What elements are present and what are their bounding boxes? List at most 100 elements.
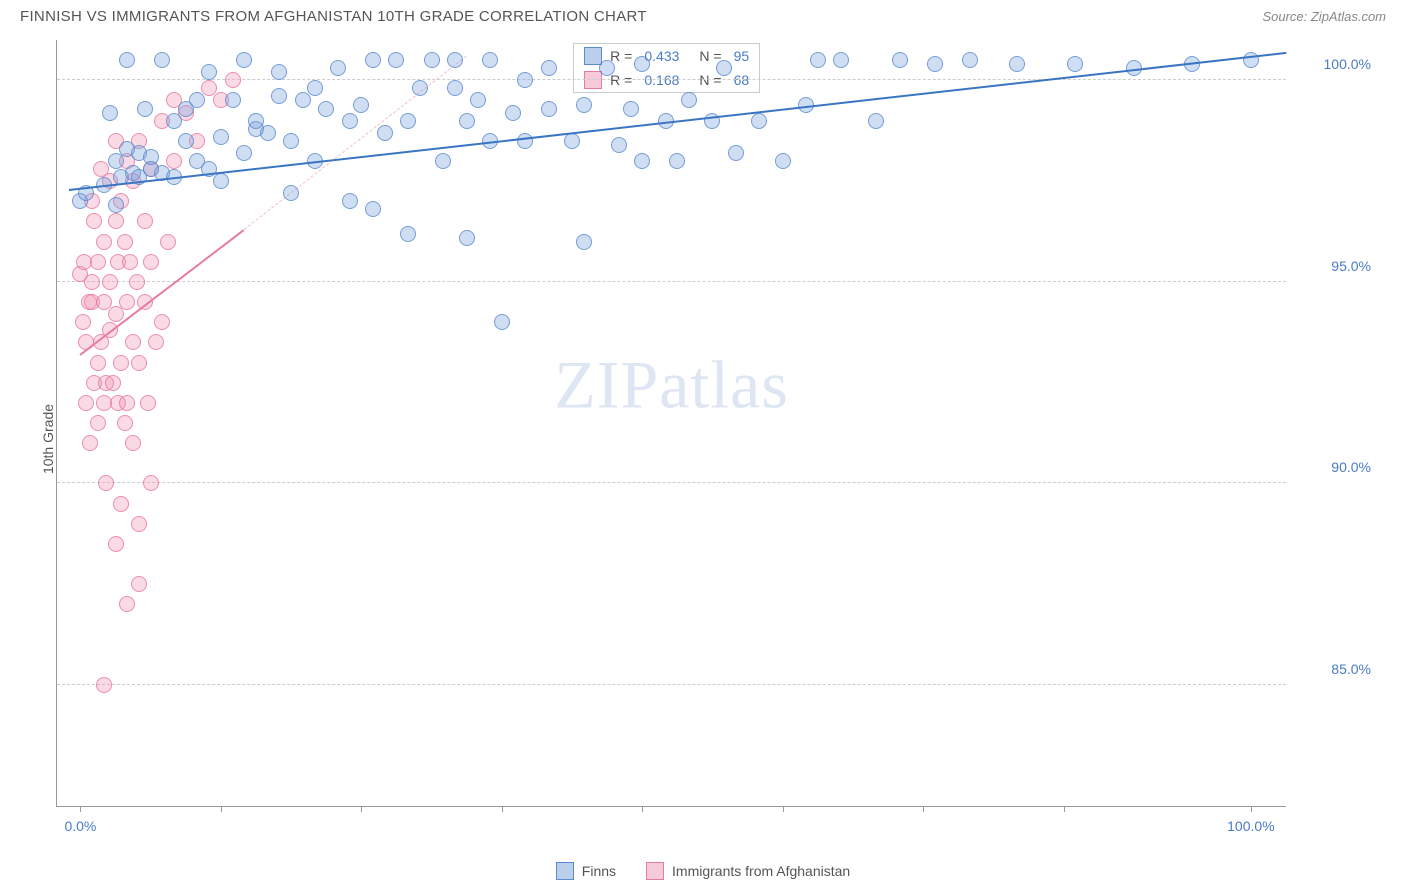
xtick bbox=[221, 806, 222, 812]
data-point bbox=[1067, 56, 1083, 72]
data-point bbox=[75, 314, 91, 330]
data-point bbox=[377, 125, 393, 141]
data-point bbox=[459, 230, 475, 246]
ytick-label: 100.0% bbox=[1324, 56, 1371, 72]
xtick bbox=[80, 806, 81, 812]
data-point bbox=[307, 80, 323, 96]
data-point bbox=[517, 72, 533, 88]
data-point bbox=[353, 97, 369, 113]
data-point bbox=[728, 145, 744, 161]
data-point bbox=[122, 254, 138, 270]
data-point bbox=[129, 274, 145, 290]
data-point bbox=[599, 60, 615, 76]
data-point bbox=[108, 306, 124, 322]
data-point bbox=[131, 576, 147, 592]
xtick bbox=[502, 806, 503, 812]
data-point bbox=[576, 97, 592, 113]
data-point bbox=[90, 415, 106, 431]
data-point bbox=[751, 113, 767, 129]
data-point bbox=[102, 274, 118, 290]
data-point bbox=[117, 415, 133, 431]
data-point bbox=[119, 596, 135, 612]
data-point bbox=[564, 133, 580, 149]
data-point bbox=[166, 153, 182, 169]
xtick-label: 0.0% bbox=[64, 818, 96, 834]
data-point bbox=[459, 113, 475, 129]
data-point bbox=[78, 395, 94, 411]
data-point bbox=[119, 52, 135, 68]
data-point bbox=[143, 475, 159, 491]
y-axis-label: 10th Grade bbox=[40, 403, 56, 473]
legend-label: Finns bbox=[582, 863, 616, 879]
data-point bbox=[470, 92, 486, 108]
data-point bbox=[113, 496, 129, 512]
data-point bbox=[541, 60, 557, 76]
data-point bbox=[213, 173, 229, 189]
chart-area: 10th Grade ZIPatlas R =0.433N =95R =0.16… bbox=[48, 40, 1386, 837]
data-point bbox=[154, 314, 170, 330]
data-point bbox=[108, 197, 124, 213]
data-point bbox=[681, 92, 697, 108]
data-point bbox=[125, 435, 141, 451]
data-point bbox=[117, 234, 133, 250]
data-point bbox=[82, 435, 98, 451]
xtick bbox=[361, 806, 362, 812]
ytick-label: 90.0% bbox=[1331, 459, 1371, 475]
data-point bbox=[634, 153, 650, 169]
n-value: 95 bbox=[734, 48, 750, 64]
legend-label: Immigrants from Afghanistan bbox=[672, 863, 850, 879]
chart-title: FINNISH VS IMMIGRANTS FROM AFGHANISTAN 1… bbox=[20, 8, 647, 25]
data-point bbox=[400, 113, 416, 129]
data-point bbox=[833, 52, 849, 68]
data-point bbox=[634, 56, 650, 72]
data-point bbox=[90, 254, 106, 270]
data-point bbox=[105, 375, 121, 391]
data-point bbox=[96, 677, 112, 693]
data-point bbox=[669, 153, 685, 169]
data-point bbox=[716, 60, 732, 76]
data-point bbox=[775, 153, 791, 169]
data-point bbox=[435, 153, 451, 169]
data-point bbox=[131, 355, 147, 371]
data-point bbox=[447, 80, 463, 96]
data-point bbox=[119, 395, 135, 411]
data-point bbox=[927, 56, 943, 72]
data-point bbox=[160, 234, 176, 250]
data-point bbox=[96, 234, 112, 250]
data-point bbox=[260, 125, 276, 141]
xtick bbox=[1251, 806, 1252, 812]
data-point bbox=[178, 133, 194, 149]
data-point bbox=[810, 52, 826, 68]
data-point bbox=[148, 334, 164, 350]
legend-swatch bbox=[556, 862, 574, 880]
data-point bbox=[494, 314, 510, 330]
data-point bbox=[400, 226, 416, 242]
data-point bbox=[125, 334, 141, 350]
data-point bbox=[868, 113, 884, 129]
data-point bbox=[98, 475, 114, 491]
data-point bbox=[236, 145, 252, 161]
data-point bbox=[108, 536, 124, 552]
data-point bbox=[611, 137, 627, 153]
data-point bbox=[283, 133, 299, 149]
legend-item: Finns bbox=[556, 862, 616, 880]
legend-item: Immigrants from Afghanistan bbox=[646, 862, 850, 880]
data-point bbox=[892, 52, 908, 68]
ytick-label: 95.0% bbox=[1331, 258, 1371, 274]
data-point bbox=[90, 355, 106, 371]
data-point bbox=[137, 101, 153, 117]
data-point bbox=[108, 153, 124, 169]
gridline bbox=[57, 684, 1286, 685]
data-point bbox=[365, 52, 381, 68]
data-point bbox=[1009, 56, 1025, 72]
data-point bbox=[271, 88, 287, 104]
xtick bbox=[642, 806, 643, 812]
gridline bbox=[57, 79, 1286, 80]
chart-source: Source: ZipAtlas.com bbox=[1262, 9, 1386, 24]
data-point bbox=[119, 294, 135, 310]
data-point bbox=[517, 133, 533, 149]
data-point bbox=[318, 101, 334, 117]
data-point bbox=[213, 129, 229, 145]
data-point bbox=[295, 92, 311, 108]
gridline bbox=[57, 482, 1286, 483]
